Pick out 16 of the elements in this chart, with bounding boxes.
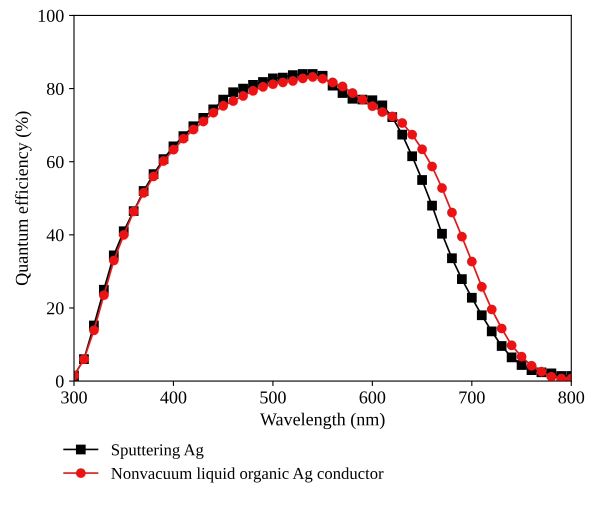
x-tick-label: 800 [558,391,584,404]
legend-label: Sputtering Ag [112,444,204,459]
x-tick-label: 600 [360,391,386,404]
legend-label: Nonvacuum liquid organic Ag conductor [111,467,384,482]
y-tick-label: 0 [56,375,64,388]
y-tick-label: 40 [46,229,64,242]
y-tick-label: 60 [47,156,64,168]
x-axis-title: Wavelength (nm) [260,412,385,430]
x-tick-label: 400 [160,391,186,404]
y-tick-label: 20 [47,302,64,314]
y-axis-title: Quantum efficiency (%) [15,111,32,286]
y-tick-label: 80 [46,82,64,96]
y-tick-label: 100 [38,10,64,22]
x-tick-label: 700 [459,391,485,404]
x-tick-label: 300 [61,391,87,404]
x-tick-label: 500 [260,391,286,404]
